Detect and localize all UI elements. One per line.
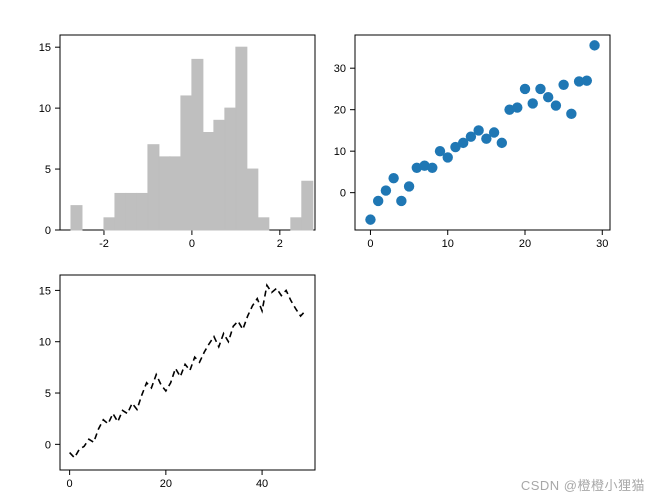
histogram-bar xyxy=(247,169,258,230)
scatter-point xyxy=(404,181,414,191)
scatter-point xyxy=(520,84,530,94)
scatter-point xyxy=(512,102,522,112)
figure: -202051015 01020300102030 02040051015 CS… xyxy=(0,0,657,502)
scatter-point xyxy=(443,152,453,162)
line-series xyxy=(70,285,306,457)
svg-text:0: 0 xyxy=(340,188,346,200)
svg-text:10: 10 xyxy=(442,238,454,250)
histogram-bar xyxy=(236,47,247,230)
svg-text:5: 5 xyxy=(45,164,51,176)
svg-text:20: 20 xyxy=(519,238,531,250)
histogram-bar xyxy=(203,133,214,231)
svg-text:15: 15 xyxy=(39,42,51,54)
histogram-bar xyxy=(71,206,82,230)
histogram-bar xyxy=(148,145,159,230)
svg-text:0: 0 xyxy=(45,225,51,237)
svg-text:30: 30 xyxy=(596,238,608,250)
histogram-bar xyxy=(302,181,313,230)
svg-text:2: 2 xyxy=(277,238,283,250)
histogram-bar xyxy=(258,218,269,230)
svg-text:30: 30 xyxy=(334,63,346,75)
histogram-bar xyxy=(104,218,115,230)
scatter-point xyxy=(365,214,375,224)
scatter-point xyxy=(381,185,391,195)
scatter-point xyxy=(558,80,568,90)
histogram-bar xyxy=(181,96,192,230)
svg-text:40: 40 xyxy=(256,478,268,490)
histogram-bar xyxy=(214,120,225,230)
scatter-point xyxy=(543,92,553,102)
scatter-point xyxy=(528,98,538,108)
histogram-bar xyxy=(192,59,203,230)
scatter-point xyxy=(373,196,383,206)
svg-text:10: 10 xyxy=(39,103,51,115)
watermark-text: CSDN @橙橙小狸猫 xyxy=(521,475,645,494)
scatter-point xyxy=(489,127,499,137)
svg-text:20: 20 xyxy=(160,478,172,490)
histogram-panel: -2 0 2 0 5 10 15 xyxy=(28,29,321,254)
svg-text:20: 20 xyxy=(334,105,346,117)
svg-text:5: 5 xyxy=(45,388,51,400)
svg-text:0: 0 xyxy=(367,238,373,250)
scatter-point xyxy=(551,100,561,110)
scatter-point xyxy=(589,40,599,50)
histogram-bar xyxy=(170,157,181,230)
scatter-point xyxy=(497,138,507,148)
scatter-panel: 0 10 20 30 0 10 20 30 xyxy=(323,29,616,254)
histogram-bar xyxy=(126,193,137,230)
scatter-point xyxy=(566,109,576,119)
histogram-bar xyxy=(225,108,236,230)
lineplot-panel: 0 20 40 0 5 10 15 xyxy=(28,269,321,494)
histogram-bar xyxy=(291,218,302,230)
svg-text:0: 0 xyxy=(189,238,195,250)
svg-text:0: 0 xyxy=(67,478,73,490)
scatter-point xyxy=(535,84,545,94)
svg-text:0: 0 xyxy=(45,439,51,451)
scatter-point xyxy=(582,75,592,85)
scatter-point xyxy=(427,163,437,173)
svg-text:10: 10 xyxy=(39,337,51,349)
scatter-point xyxy=(396,196,406,206)
histogram-bar xyxy=(159,157,170,230)
scatter-point xyxy=(473,125,483,135)
svg-text:-2: -2 xyxy=(99,238,109,250)
svg-text:10: 10 xyxy=(334,146,346,158)
histogram-bar xyxy=(115,193,126,230)
scatter-point xyxy=(388,173,398,183)
histogram-bar xyxy=(137,193,148,230)
svg-text:15: 15 xyxy=(39,285,51,297)
